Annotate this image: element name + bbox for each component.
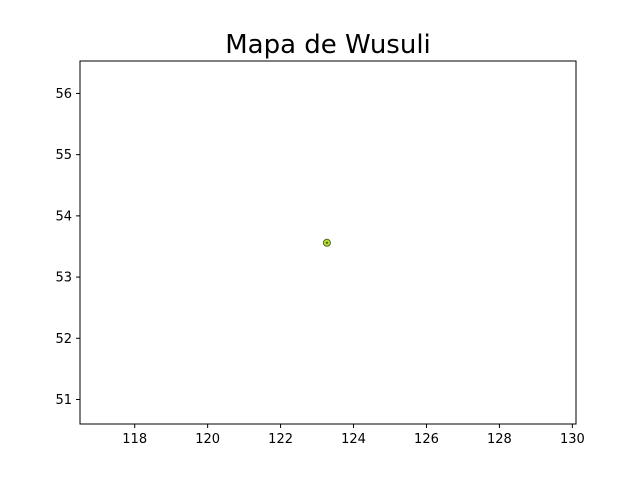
x-tick-label: 122 <box>268 432 293 447</box>
x-tick-label: 126 <box>414 432 439 447</box>
location-markers <box>322 238 331 247</box>
y-tick-label: 55 <box>55 148 72 163</box>
location-marker-center <box>325 241 329 245</box>
map-title: Mapa de Wusuli <box>225 30 431 60</box>
x-axis: 118 120 122 124 126 128 130 <box>122 424 585 447</box>
y-tick-label: 52 <box>55 332 72 347</box>
y-tick-label: 54 <box>55 209 72 224</box>
y-tick-label: 56 <box>55 87 72 102</box>
x-tick-label: 124 <box>341 432 366 447</box>
x-tick-label: 128 <box>487 432 512 447</box>
x-tick-label: 120 <box>195 432 220 447</box>
y-tick-label: 51 <box>55 393 72 408</box>
x-tick-label: 118 <box>122 432 147 447</box>
plot-area-frame <box>79 60 577 425</box>
x-tick-label: 130 <box>560 432 585 447</box>
y-axis: 51 52 53 54 55 56 <box>55 87 80 408</box>
y-tick-label: 53 <box>55 271 72 286</box>
